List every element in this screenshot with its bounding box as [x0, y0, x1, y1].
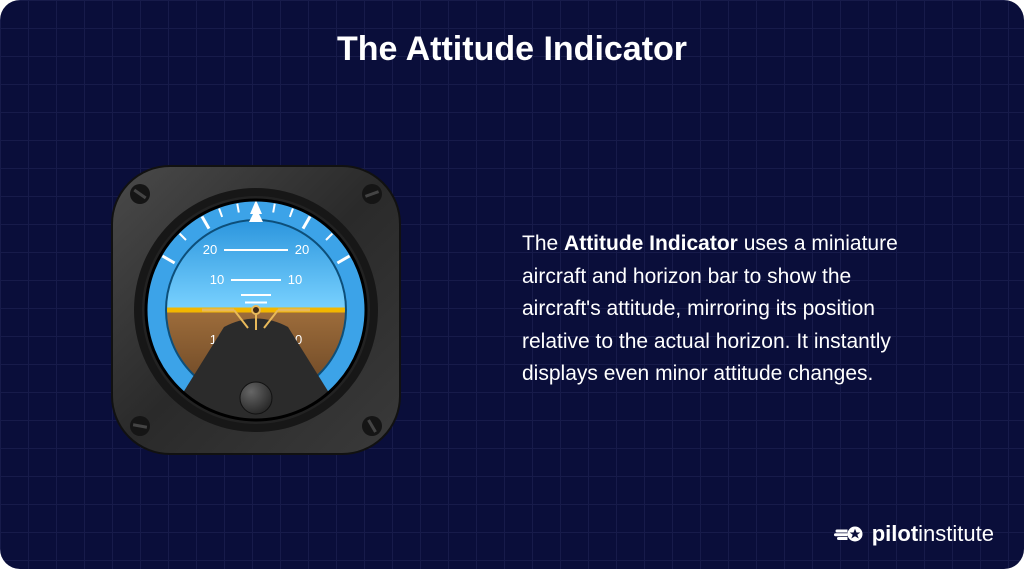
svg-text:20: 20	[203, 242, 217, 257]
svg-text:20: 20	[295, 242, 309, 257]
brand-badge: pilotinstitute	[834, 521, 994, 547]
desc-prefix: The	[522, 232, 564, 255]
svg-text:10: 10	[210, 272, 224, 287]
attitude-indicator-illustration: 2020101010102020	[106, 160, 406, 460]
svg-text:10: 10	[288, 272, 302, 287]
infographic-card: The Attitude Indicator	[0, 0, 1024, 569]
description-column: The Attitude Indicator uses a miniature …	[512, 228, 1024, 391]
wings-icon	[834, 523, 864, 545]
desc-bold: Attitude Indicator	[564, 232, 738, 255]
brand-text: pilotinstitute	[872, 521, 994, 547]
description-text: The Attitude Indicator uses a miniature …	[522, 228, 934, 391]
content-row: 2020101010102020	[0, 130, 1024, 489]
instrument-column: 2020101010102020	[0, 160, 512, 460]
page-title: The Attitude Indicator	[0, 30, 1024, 69]
